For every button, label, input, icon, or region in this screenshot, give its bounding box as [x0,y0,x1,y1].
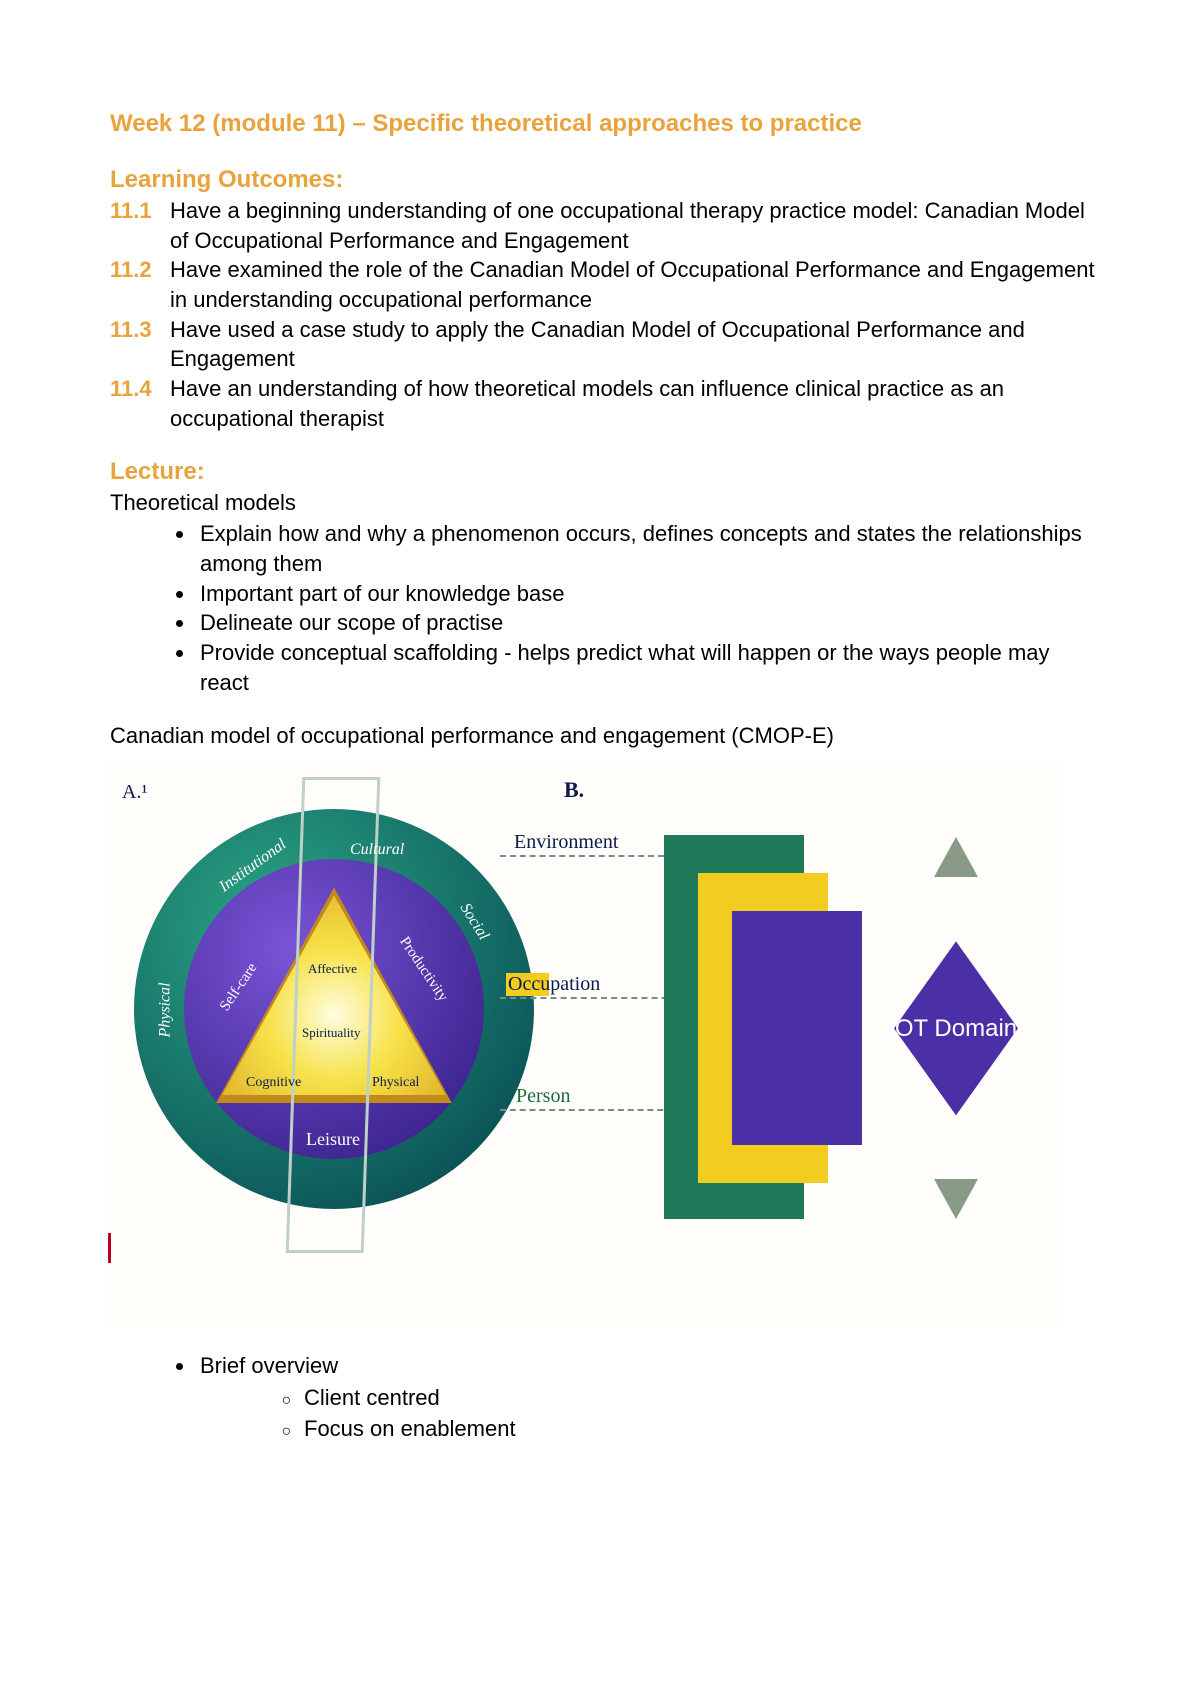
arrow-up-icon [934,837,978,877]
connector-label: Person [516,1085,570,1108]
overview-item: Client centred [300,1383,1100,1414]
lecture-intro: Theoretical models [110,488,1100,518]
ot-domain-diamond: OT Domain [894,941,1018,1115]
lecture-heading: Lecture: [110,458,1100,486]
connector-label: Occupation [506,973,602,996]
ring-label: Physical [157,983,175,1038]
outcome-row: 11.4 Have an understanding of how theore… [110,374,1100,433]
text-cursor-icon [108,1233,111,1263]
page-title: Week 12 (module 11) – Specific theoretic… [110,110,1100,138]
person-label: Physical [372,1075,419,1091]
outcome-number: 11.4 [110,374,170,404]
lecture-bullet: Delineate our scope of practise [196,608,1100,638]
document-page: Week 12 (module 11) – Specific theoretic… [0,0,1200,1505]
cmop-e-diagram: A.¹ B. Institutional Cultural Social Phy… [104,763,1064,1323]
spirituality-label: Spirituality [302,1025,361,1041]
person-label: Affective [308,961,357,977]
outcome-row: 11.3 Have used a case study to apply the… [110,315,1100,374]
lecture-bullet: Provide conceptual scaffolding - helps p… [196,638,1100,697]
panel-a: Institutional Cultural Social Physical S… [104,763,584,1303]
outcome-number: 11.3 [110,315,170,345]
outcomes-list: 11.1 Have a beginning understanding of o… [110,196,1100,434]
lecture-bullets: Explain how and why a phenomenon occurs,… [110,519,1100,697]
occupation-label: Leisure [306,1129,360,1150]
overview-heading: Brief overview [196,1351,1100,1381]
lecture-section: Lecture: Theoretical models Explain how … [110,458,1100,698]
outcome-row: 11.1 Have a beginning understanding of o… [110,196,1100,255]
outcome-number: 11.2 [110,255,170,285]
person-label: Cognitive [246,1075,301,1091]
arrow-down-icon [934,1179,978,1219]
overview-section: Brief overview Client centred Focus on e… [110,1351,1100,1444]
ring-label: Cultural [350,841,404,859]
outcome-text: Have a beginning understanding of one oc… [170,196,1100,255]
lecture-bullet: Explain how and why a phenomenon occurs,… [196,519,1100,578]
diagram-title: Canadian model of occupational performan… [110,723,1100,749]
person-rect [732,911,862,1145]
lecture-bullet: Important part of our knowledge base [196,579,1100,609]
outcome-row: 11.2 Have examined the role of the Canad… [110,255,1100,314]
outcome-text: Have examined the role of the Canadian M… [170,255,1100,314]
learning-outcomes-heading: Learning Outcomes: [110,166,1100,194]
panel-b: OT Domain [614,793,1054,1263]
overview-item: Focus on enablement [300,1414,1100,1445]
ot-domain-label: OT Domain [895,1015,1017,1043]
outcome-number: 11.1 [110,196,170,226]
connector-label: Environment [514,831,618,854]
outcome-text: Have an understanding of how theoretical… [170,374,1100,433]
outcome-text: Have used a case study to apply the Cana… [170,315,1100,374]
